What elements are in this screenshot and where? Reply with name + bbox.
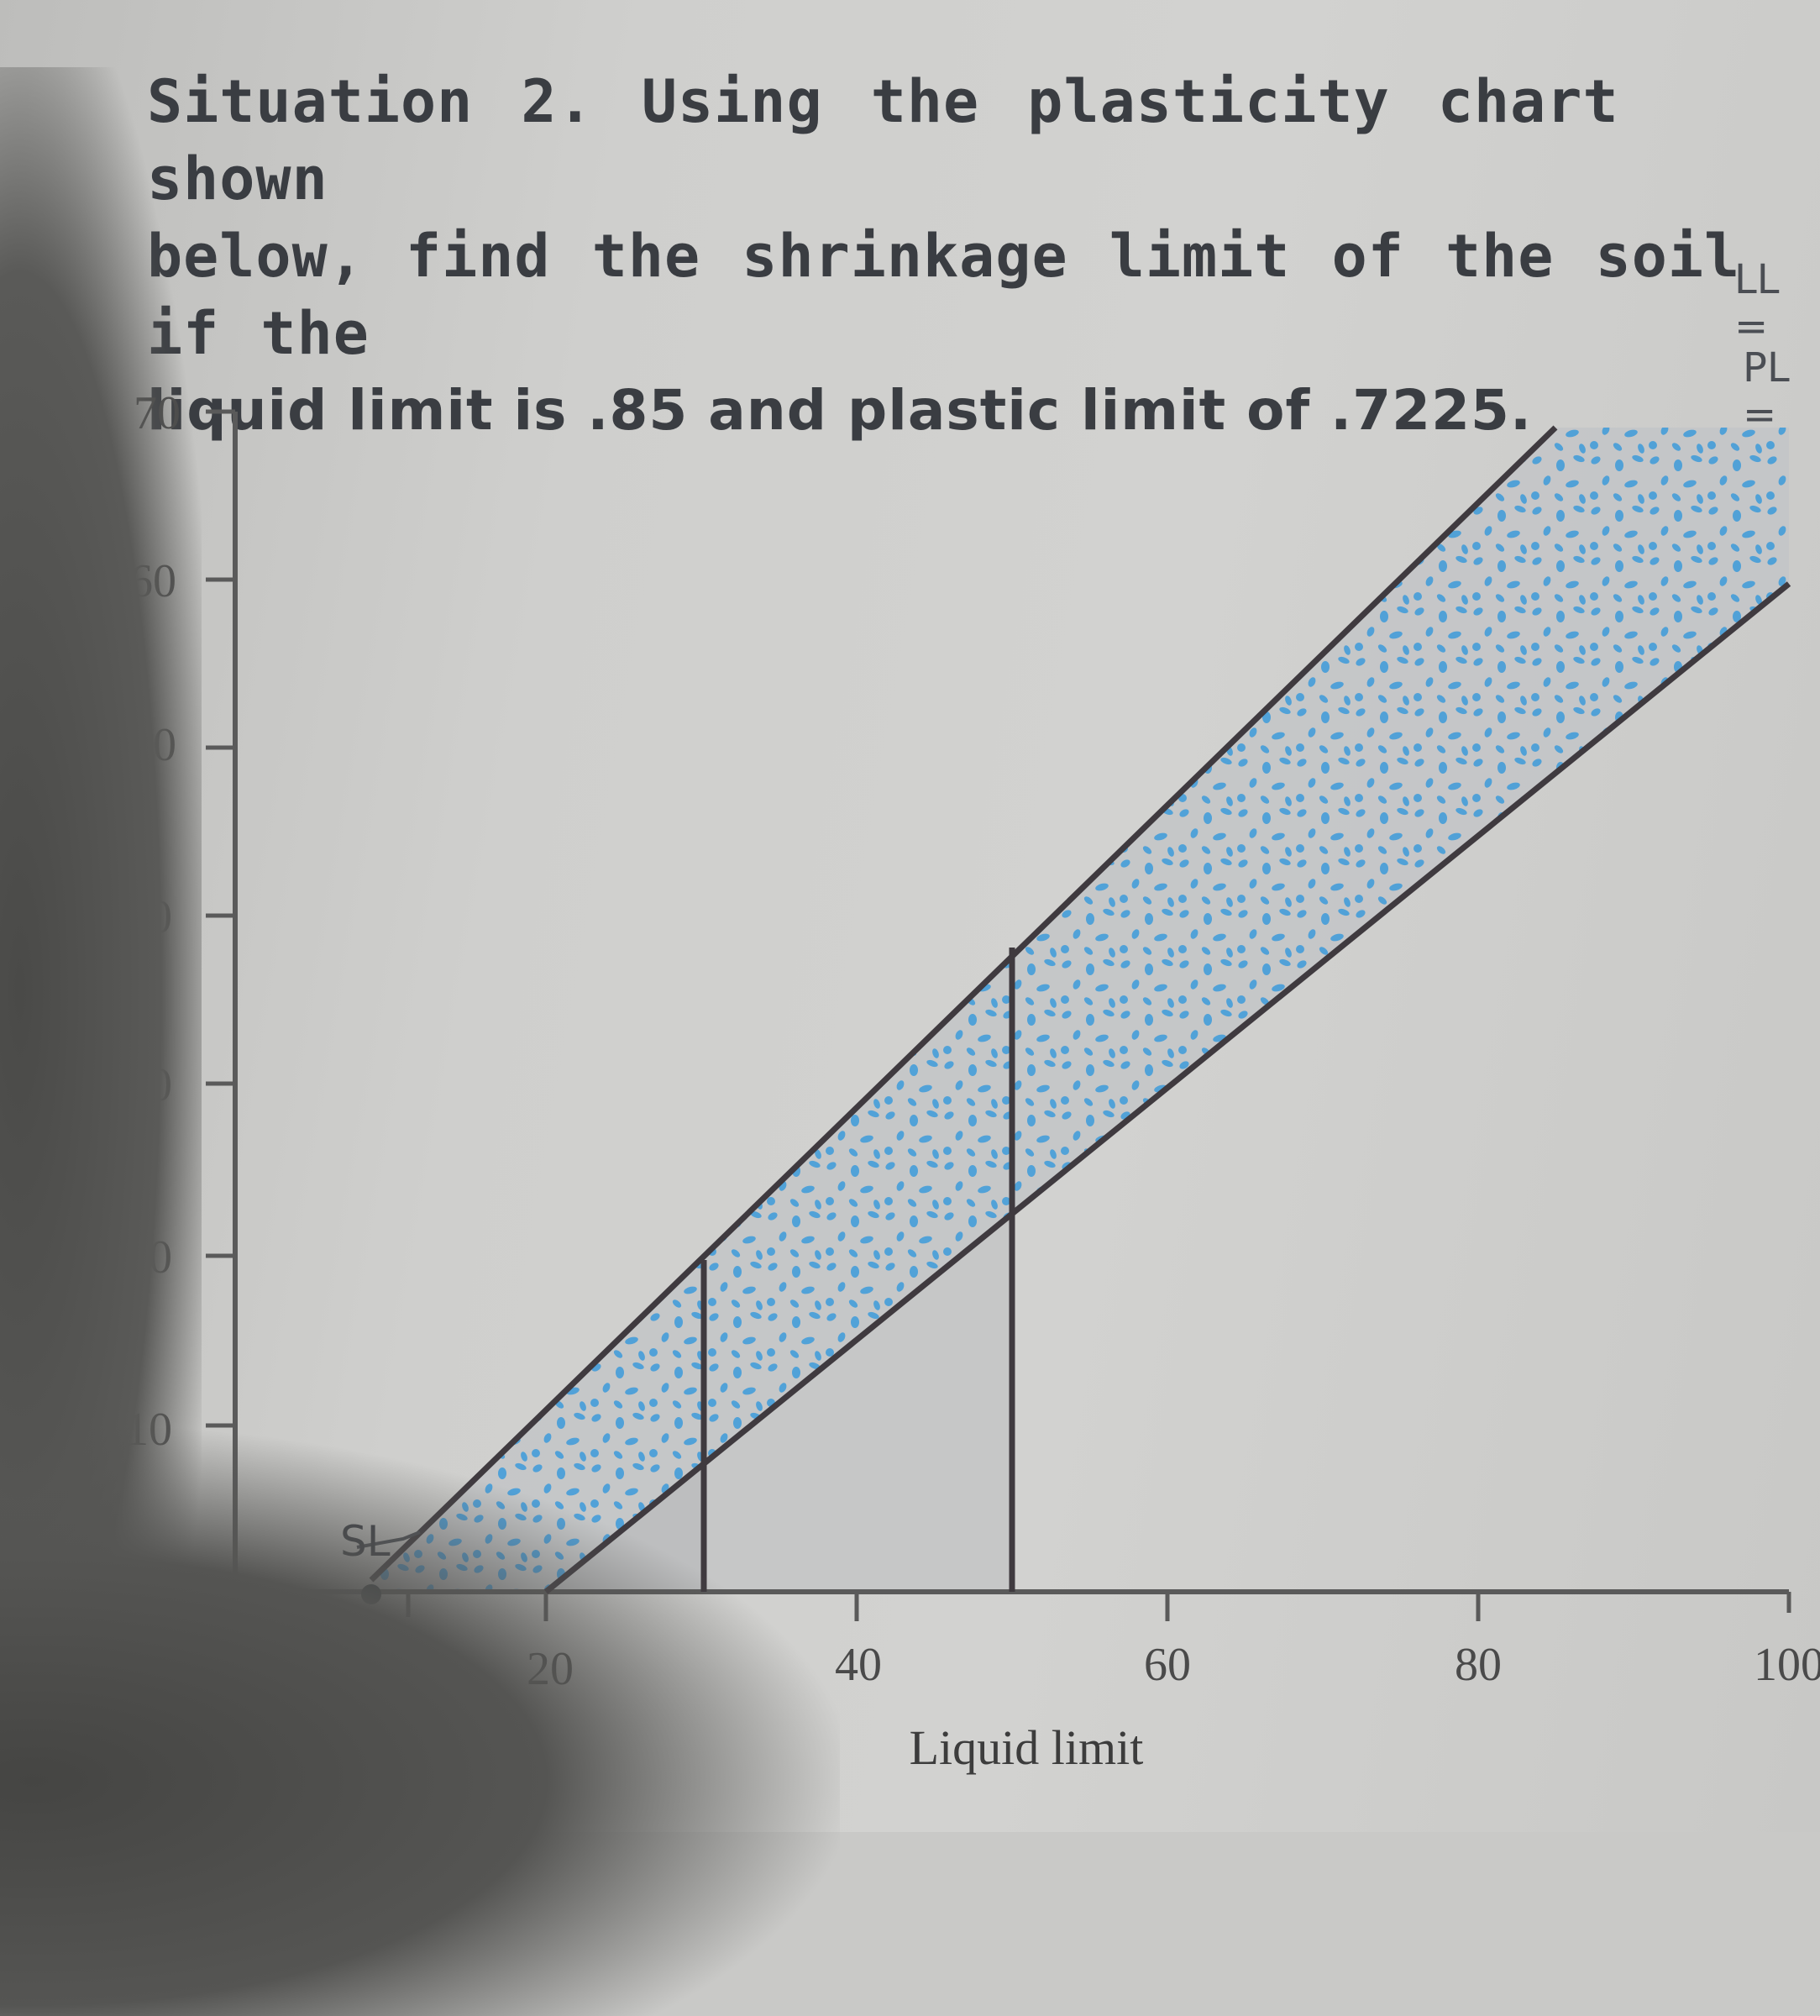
- y-ticks: [206, 409, 235, 1428]
- svg-text:70: 70: [134, 387, 181, 439]
- question-line-3: liquid limit is .85 and plastic limit of…: [147, 378, 1533, 443]
- svg-text:100: 100: [1754, 1639, 1820, 1691]
- svg-text:30: 30: [125, 1059, 172, 1111]
- svg-text:20: 20: [125, 1231, 172, 1284]
- sl-value: 6.72%: [334, 1644, 468, 1693]
- svg-text:50: 50: [129, 719, 176, 771]
- svg-text:60: 60: [1144, 1639, 1191, 1691]
- upper-boundary-line: [369, 425, 1558, 1583]
- svg-text:0: 0: [223, 1643, 247, 1695]
- plasticity-chart: 70 60 50 40 30 20 10 0 0 20 40 60 80 100…: [28, 387, 1820, 1775]
- lower-boundary-line: [543, 581, 1791, 1594]
- svg-text:10: 10: [125, 1404, 172, 1456]
- y-axis-title: Plasticity index: [28, 848, 82, 1150]
- shrinkage-limit-dot: [361, 1584, 381, 1604]
- question-line-1: Situation 2. Using the plasticity chart …: [147, 67, 1619, 213]
- svg-text:40: 40: [835, 1639, 882, 1691]
- x-axis-title: Liquid limit: [910, 1720, 1144, 1775]
- svg-text:0: 0: [149, 1572, 172, 1624]
- svg-text:40: 40: [125, 891, 172, 943]
- x-ticks: [406, 1592, 1481, 1621]
- stippled-band: [371, 428, 1789, 1592]
- svg-text:20: 20: [527, 1643, 574, 1695]
- handwritten-ll: LL =: [1734, 256, 1780, 350]
- y-tick-labels: 70 60 50 40 30 20 10 0: [125, 387, 181, 1624]
- svg-text:80: 80: [1455, 1639, 1502, 1691]
- svg-text:60: 60: [129, 555, 176, 607]
- sl-label: SL: [340, 1517, 391, 1566]
